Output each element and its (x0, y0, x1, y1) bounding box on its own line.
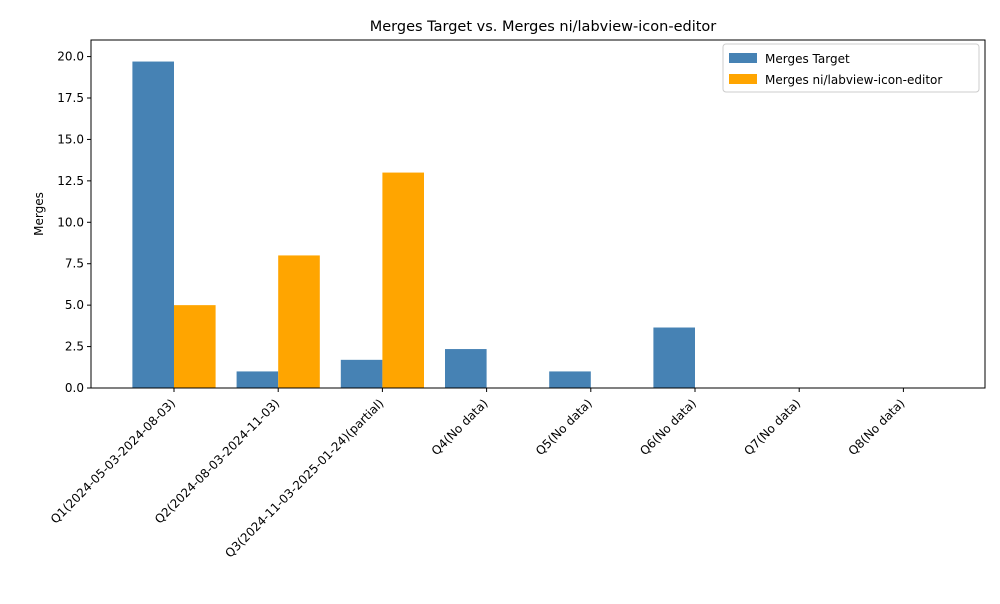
y-tick-label: 17.5 (57, 91, 84, 105)
bar-merges-ni-labview-2 (278, 255, 320, 388)
chart-title: Merges Target vs. Merges ni/labview-icon… (370, 19, 717, 35)
bar-merges-target-2 (236, 371, 279, 388)
x-tick-label: Q5(No data) (533, 396, 595, 458)
legend-swatch-1 (729, 53, 757, 63)
y-tick-label: 15.0 (57, 132, 84, 146)
x-tick-label: Q4(No data) (429, 396, 491, 458)
x-tick-label: Q8(No data) (846, 396, 908, 458)
y-tick-label: 0.0 (65, 381, 84, 395)
legend-swatch-2 (729, 74, 757, 84)
bar-merges-target-4 (445, 349, 487, 388)
y-axis-label: Merges (32, 192, 46, 236)
bar-merges-target-3 (340, 359, 383, 388)
bar-merges-target-1 (132, 61, 174, 389)
bars-layer (132, 61, 695, 389)
y-tick-label: 7.5 (65, 257, 84, 271)
y-tick-label: 5.0 (65, 298, 84, 312)
legend-box (722, 43, 980, 93)
bar-merges-ni-labview-3 (382, 172, 424, 388)
x-tick-label: Q1(2024-05-03-2024-08-03) (48, 396, 178, 526)
y-tick-label: 12.5 (57, 174, 84, 188)
legend-label-2: Merges ni/labview-icon-editor (765, 73, 942, 87)
legend: Merges Target Merges ni/labview-icon-edit… (722, 43, 980, 93)
bar-merges-target-5 (549, 371, 591, 388)
x-tick-label: Q7(No data) (741, 396, 803, 458)
y-tick-label: 2.5 (65, 340, 84, 354)
plot-frame (90, 39, 986, 389)
bar-merges-target-6 (653, 327, 695, 388)
y-tick-label: 10.0 (57, 215, 84, 229)
x-tick-label: Q2(2024-08-03-2024-11-03) (152, 396, 282, 526)
x-tick-label: Q6(No data) (637, 396, 699, 458)
legend-label-1: Merges Target (765, 52, 850, 66)
axes-layer: 0.0 2.5 5.0 7.5 10.0 12.5 15.0 17.5 20.0 Q1(2024-… (48, 39, 986, 560)
y-tick-label: 20.0 (57, 50, 84, 64)
bar-merges-ni-labview-1 (174, 305, 216, 388)
